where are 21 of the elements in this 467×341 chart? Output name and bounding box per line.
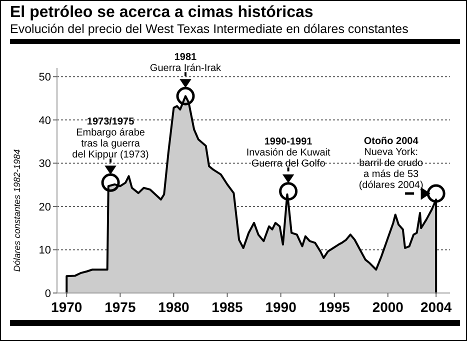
x-tick-label: 1995: [318, 299, 350, 315]
annotation: Otoño 2004 Nueva York: barril de crudo a más de 53 (dólares 2004): [358, 136, 424, 191]
y-tick-label: 0: [44, 288, 51, 300]
x-tick-label: 1990: [265, 299, 297, 315]
y-tick-label: 10: [38, 244, 51, 257]
chart-title: El petróleo se acerca a cimas históricas: [10, 4, 314, 21]
y-tick-label: 30: [38, 158, 51, 170]
y-tick-label: 20: [38, 201, 51, 214]
y-tick-label: 50: [38, 72, 51, 84]
y-axis-title: Dólares constantes 1982-1984: [12, 149, 22, 272]
x-tick-label: 1980: [158, 299, 190, 315]
x-tick-label: 2000: [372, 299, 404, 315]
x-tick-label: 1975: [104, 299, 136, 315]
annotation: 1981 Guerra Irán-Irak: [150, 52, 222, 74]
annotation: 1973/1975 Embargo árabe tras la guerra del Kippur (1973): [72, 116, 149, 161]
x-tick-label: 1970: [51, 299, 82, 315]
x-tick-label: 2004: [420, 299, 452, 315]
y-tick-label: 40: [38, 114, 51, 127]
annotation: 1990-1991 Invasión de Kuwait Guerra del Golfo: [246, 136, 330, 170]
chart-subtitle: Evolución del precio del West Texas Intermediate en dólares constantes: [10, 22, 408, 36]
x-tick-label: 1985: [212, 299, 244, 315]
